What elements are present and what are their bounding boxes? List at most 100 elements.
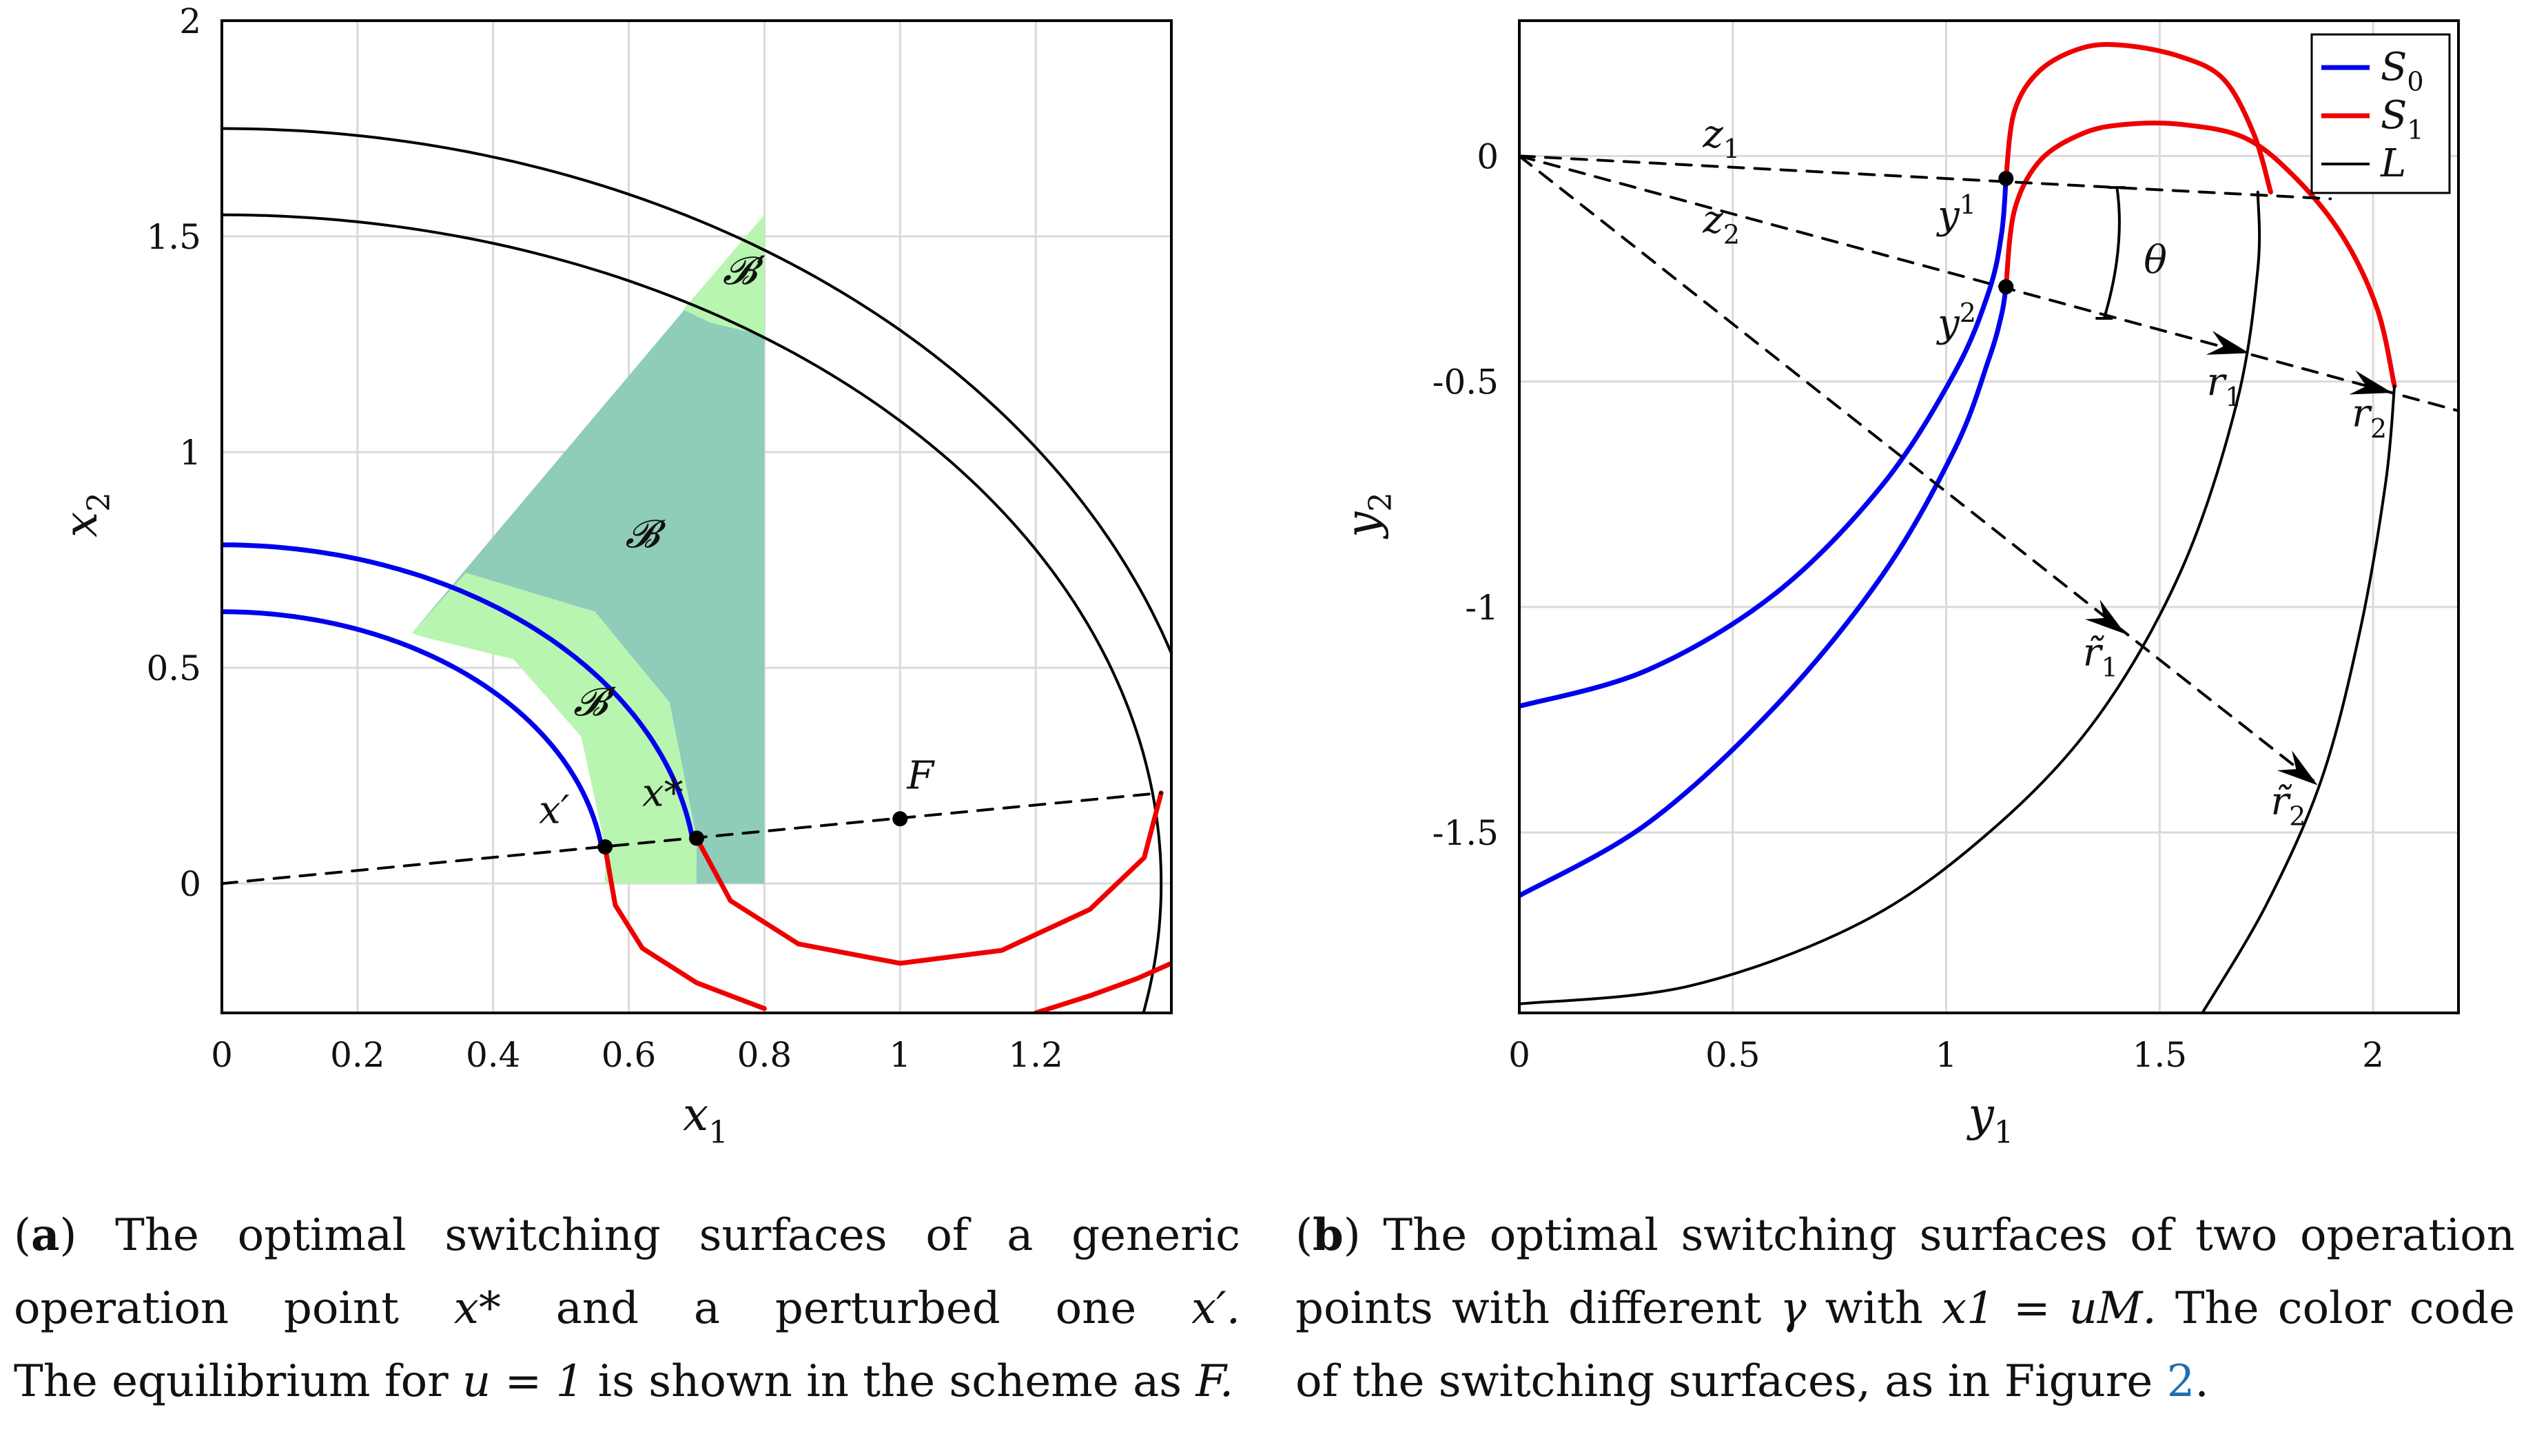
point-x: [689, 830, 704, 846]
x-tick-label: 0.8: [737, 1035, 792, 1075]
y-tick-label: 2: [179, 1, 201, 41]
x-tick-label: 0: [211, 1035, 233, 1075]
label-B: 𝓑: [626, 512, 666, 557]
chart-b: 0 0.5 1 1.5 2 0 -0.5 -1 -1.5 y1 y2 z1 z2 y1 y2 θ r1 r2 r̃1…: [1336, 19, 2460, 1150]
x-axis-label-b: y1: [1967, 1088, 2014, 1150]
label-rt2: r̃2: [2270, 779, 2306, 832]
series-s1-inner: [602, 844, 767, 1012]
y-tick-label: 0: [179, 864, 201, 904]
series-s0-inner: [222, 609, 604, 850]
x-tick-label: 0.4: [466, 1035, 521, 1075]
x-axis-label-a: x1: [683, 1088, 728, 1150]
label-rt1: r̃1: [2083, 630, 2118, 683]
caption-a-var-xprime: x′.: [1191, 1283, 1241, 1334]
y-tick-label: 0: [1477, 136, 1499, 176]
x-tick-label: 1: [1935, 1035, 1958, 1075]
caption-b-line1: The optimal switching surfaces of two op…: [1383, 1210, 2516, 1261]
series-l-outer: [222, 127, 1171, 657]
series-l-lower: [2201, 384, 2396, 1013]
label-r2: r2: [2352, 391, 2387, 444]
axes-box-a: [220, 19, 1173, 1014]
arrow-r1: [2206, 331, 2250, 355]
region-b-lower: [411, 573, 697, 884]
y-tick-label: 0.5: [146, 648, 201, 688]
region-b: [411, 214, 765, 884]
caption-b-figure-link[interactable]: 2: [2166, 1356, 2195, 1407]
region-b-upper: [683, 214, 765, 336]
legend-label-l: L: [2380, 141, 2406, 186]
point-y1: [1998, 171, 2014, 187]
caption-a-line2-pre: operation point: [14, 1283, 399, 1334]
series-s1-lower: [2003, 120, 2397, 389]
series-r-tilde-ray: [1519, 154, 2323, 789]
figure: 0 0.2 0.4 0.6 0.8 1 1.2 0 0.5 1 1.5 2 x1 x2 𝓑 𝓑′ 𝓑′ x′ x* F…: [54, 1, 2460, 1150]
caption-b-line2-post: The color code: [2175, 1283, 2515, 1334]
y-tick-label: 1: [179, 433, 201, 473]
caption-a-var-F: F.: [1195, 1356, 1234, 1407]
axes-box-b: [1518, 19, 2460, 1014]
caption-b-eq: x1 = uM.: [1942, 1283, 2157, 1334]
x-tick-label: 0: [1508, 1035, 1530, 1075]
label-z2: z2: [1702, 198, 1740, 250]
label-xstar: x*: [642, 770, 684, 815]
caption-b-line3-pre: of the switching surfaces, as in Figure: [1295, 1356, 2153, 1407]
arrow-rt2: [2277, 750, 2318, 786]
series-s1-outer: [694, 790, 1164, 966]
caption-b-line3-post: .: [2195, 1356, 2209, 1407]
y-tick-label: 1.5: [146, 217, 201, 257]
caption-b-tag: b: [1312, 1209, 1344, 1261]
series-l-upper: [1519, 190, 2261, 1005]
caption-a-line1: The optimal switching surfaces of a gene…: [115, 1210, 1241, 1261]
point-f: [892, 811, 908, 827]
x-tick-label: 0.2: [330, 1035, 385, 1075]
label-Bprime-bottom: 𝓑′: [573, 680, 616, 725]
series-s1-upper: [2003, 41, 2273, 195]
series-s1-lower: [1033, 961, 1171, 1013]
caption-b-line2-with: with: [1825, 1283, 1923, 1334]
arrow-rt1: [2084, 599, 2126, 635]
series-z1-ray: [1519, 154, 2332, 201]
label-r1: r1: [2206, 360, 2241, 412]
label-F: F: [906, 753, 935, 798]
x-tick-label: 0.5: [1705, 1035, 1760, 1075]
arrow-r2: [2349, 370, 2392, 395]
x-tick-label: 2: [2362, 1035, 2384, 1075]
y-axis-label-a: x2: [54, 492, 116, 537]
point-y2: [1998, 279, 2014, 295]
x-tick-label: 1: [889, 1035, 911, 1075]
plot-area-a: [222, 127, 1171, 1013]
series-l-inner: [222, 213, 1163, 1013]
caption-b-line2-pre: points with different: [1295, 1283, 1762, 1334]
x-tick-label: 1.2: [1008, 1035, 1063, 1075]
label-z1: z1: [1702, 112, 1740, 164]
caption-a-line2-mid: and a perturbed one: [555, 1283, 1137, 1334]
y-tick-label: -1: [1465, 588, 1499, 628]
x-tick-label: 1.5: [2133, 1035, 2188, 1075]
legend-label-s1: S1: [2381, 93, 2424, 145]
label-Bprime-top: 𝓑′: [723, 249, 766, 294]
caption-b: (b) The optimal switching surfaces of tw…: [1295, 1209, 2516, 1407]
series-s0-outer: [222, 542, 695, 841]
x-tick-label: 0.6: [602, 1035, 657, 1075]
label-y1: y1: [1935, 189, 1976, 238]
caption-a: (a) The optimal switching surfaces of a …: [14, 1209, 1241, 1407]
y-axis-label-b: y2: [1336, 492, 1398, 540]
y-tick-label: -0.5: [1433, 362, 1499, 402]
caption-a-line3-post: is shown in the scheme as: [597, 1356, 1182, 1407]
caption-a-var-xstar: x*: [453, 1283, 501, 1334]
caption-a-eq: u = 1: [462, 1356, 584, 1407]
label-y2: y2: [1935, 298, 1976, 346]
theta-arc: [2102, 187, 2121, 319]
legend-label-s0: S0: [2381, 45, 2424, 97]
label-xprime: x′: [539, 788, 570, 833]
series-s0-upper: [1519, 176, 2009, 709]
y-tick-label: -1.5: [1433, 813, 1499, 853]
point-x: [597, 839, 613, 854]
caption-a-tag: a: [30, 1209, 60, 1261]
plot-area-b: [1519, 41, 2458, 1013]
series-s0-lower: [1519, 284, 2009, 899]
caption-b-gamma: γ: [1780, 1283, 1807, 1334]
chart-a: 0 0.2 0.4 0.6 0.8 1 1.2 0 0.5 1 1.5 2 x1 x2 𝓑 𝓑′ 𝓑′ x′ x* F: [54, 1, 1173, 1150]
series-z2-ray: [1519, 154, 2458, 413]
